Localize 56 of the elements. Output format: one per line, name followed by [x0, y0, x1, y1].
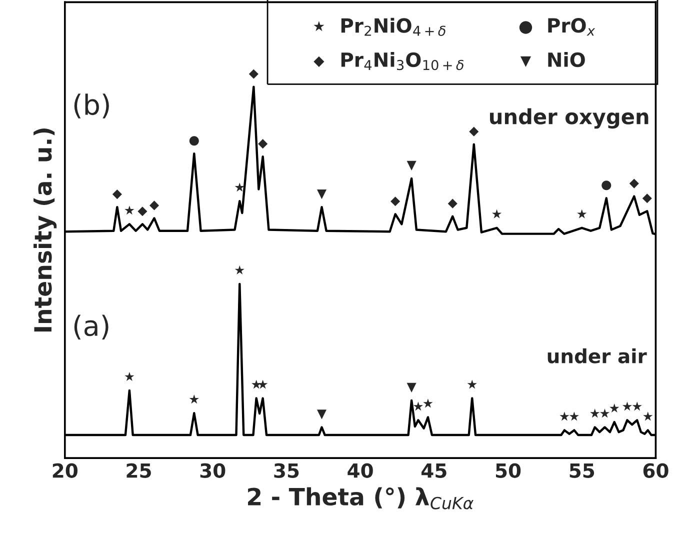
annotation: ★	[413, 402, 423, 411]
annotation: ◆	[258, 139, 268, 149]
text: Pr$_{4}$Ni$_{3}$O$_{10+δ}$	[341, 52, 464, 70]
annotation: ★	[643, 412, 653, 421]
annotation: ★	[124, 372, 134, 381]
annotation: ★	[569, 412, 579, 421]
annotation: ★	[600, 408, 610, 418]
annotation: ▼	[406, 382, 416, 392]
annotation: ◆	[469, 126, 479, 136]
annotation: ★	[622, 402, 632, 411]
x-tick-label: 40	[348, 463, 373, 478]
annotation: ★	[632, 402, 642, 411]
annotation: (b)	[74, 94, 109, 118]
text: ●	[519, 21, 532, 34]
annotation: ▼	[406, 160, 416, 171]
x-tick-label: 20	[52, 463, 78, 478]
annotation: ◆	[112, 190, 122, 200]
x-axis-title: 2 - Theta (°) λ$_{CuKα}$	[248, 487, 474, 510]
text: PrO$_{x}$	[548, 18, 596, 36]
annotation: ★	[467, 380, 477, 389]
annotation: ★	[189, 394, 199, 404]
annotation: ★	[234, 265, 244, 274]
text: NiO	[548, 52, 585, 68]
annotation: ◆	[642, 194, 652, 204]
annotation: ◆	[149, 200, 160, 210]
annotation: ◆	[138, 206, 148, 216]
x-tick-label: 50	[496, 463, 521, 478]
text: ◆	[314, 56, 324, 67]
annotation: under air	[548, 348, 647, 364]
annotation: ★	[560, 412, 570, 421]
x-tick-label: 30	[200, 463, 226, 478]
annotation: ●	[189, 136, 199, 146]
annotation: ★	[577, 209, 587, 218]
annotation: ◆	[248, 69, 258, 79]
annotation: ★	[590, 408, 600, 418]
x-tick-label: 35	[274, 463, 299, 478]
x-tick-label: 55	[570, 464, 594, 478]
annotation: ◆	[629, 178, 639, 188]
annotation: ●	[602, 180, 612, 190]
text: ★	[314, 21, 324, 32]
annotation: ◆	[448, 198, 458, 208]
annotation: under oxygen	[490, 108, 648, 129]
x-tick-label: 25	[126, 463, 151, 478]
text: ▼	[520, 56, 532, 67]
annotation: ★	[124, 206, 134, 215]
annotation: ★	[423, 398, 433, 408]
annotation: ★	[492, 209, 502, 218]
annotation: ★	[610, 403, 620, 413]
x-tick-label: 45	[422, 464, 446, 478]
annotation: ▼	[316, 410, 327, 420]
annotation: (a)	[74, 314, 108, 340]
annotation: ▼	[316, 190, 327, 200]
text: Pr$_{2}$NiO$_{4+δ}$	[341, 18, 446, 36]
y-axis-title: Intensity (a. u.)	[34, 128, 57, 332]
x-tick-label: 60	[643, 463, 668, 478]
annotation: ◆	[390, 196, 400, 206]
